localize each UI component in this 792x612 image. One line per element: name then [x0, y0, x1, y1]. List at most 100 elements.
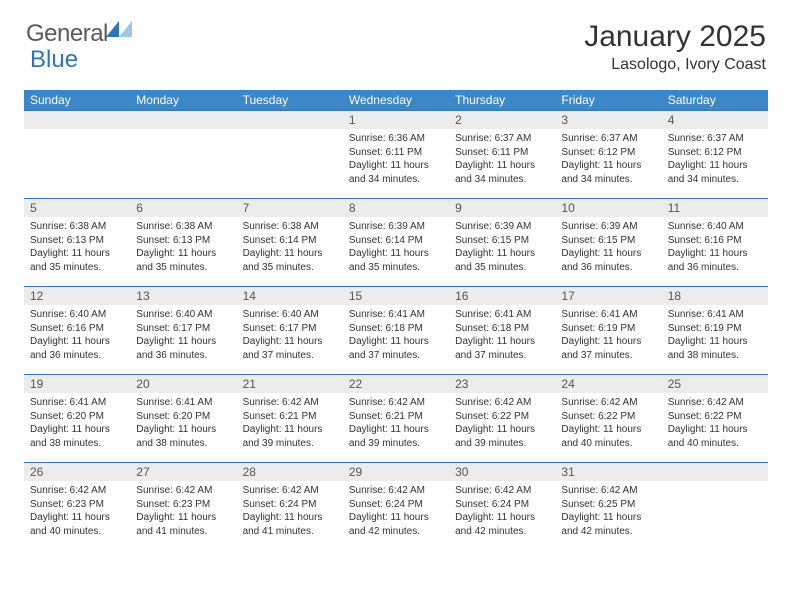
- weekday-header: Friday: [555, 90, 661, 111]
- header: General January 2025 Lasologo, Ivory Coa…: [0, 0, 792, 80]
- calendar-table: SundayMondayTuesdayWednesdayThursdayFrid…: [24, 90, 768, 551]
- calendar-body: 1Sunrise: 6:36 AMSunset: 6:11 PMDaylight…: [24, 111, 768, 551]
- calendar-week-row: 1Sunrise: 6:36 AMSunset: 6:11 PMDaylight…: [24, 111, 768, 199]
- day-number: 4: [662, 111, 768, 129]
- day-details: Sunrise: 6:39 AMSunset: 6:14 PMDaylight:…: [343, 217, 449, 278]
- calendar-cell: 29Sunrise: 6:42 AMSunset: 6:24 PMDayligh…: [343, 463, 449, 551]
- day-number: 3: [555, 111, 661, 129]
- day-details: Sunrise: 6:39 AMSunset: 6:15 PMDaylight:…: [449, 217, 555, 278]
- day-number: 17: [555, 287, 661, 305]
- day-number: 9: [449, 199, 555, 217]
- calendar-cell: [237, 111, 343, 199]
- calendar-cell: 30Sunrise: 6:42 AMSunset: 6:24 PMDayligh…: [449, 463, 555, 551]
- weekday-header: Monday: [130, 90, 236, 111]
- day-number: 6: [130, 199, 236, 217]
- calendar-cell: 12Sunrise: 6:40 AMSunset: 6:16 PMDayligh…: [24, 287, 130, 375]
- weekday-header: Sunday: [24, 90, 130, 111]
- calendar-week-row: 5Sunrise: 6:38 AMSunset: 6:13 PMDaylight…: [24, 199, 768, 287]
- calendar-cell: 3Sunrise: 6:37 AMSunset: 6:12 PMDaylight…: [555, 111, 661, 199]
- calendar-cell: 9Sunrise: 6:39 AMSunset: 6:15 PMDaylight…: [449, 199, 555, 287]
- day-number-empty: [24, 111, 130, 129]
- day-details: Sunrise: 6:37 AMSunset: 6:12 PMDaylight:…: [555, 129, 661, 190]
- calendar-cell: [662, 463, 768, 551]
- calendar-cell: 8Sunrise: 6:39 AMSunset: 6:14 PMDaylight…: [343, 199, 449, 287]
- day-details: Sunrise: 6:41 AMSunset: 6:19 PMDaylight:…: [662, 305, 768, 366]
- calendar-cell: 20Sunrise: 6:41 AMSunset: 6:20 PMDayligh…: [130, 375, 236, 463]
- calendar-cell: 31Sunrise: 6:42 AMSunset: 6:25 PMDayligh…: [555, 463, 661, 551]
- day-number: 15: [343, 287, 449, 305]
- day-details: Sunrise: 6:41 AMSunset: 6:20 PMDaylight:…: [130, 393, 236, 454]
- day-details: Sunrise: 6:42 AMSunset: 6:23 PMDaylight:…: [130, 481, 236, 542]
- calendar-cell: 28Sunrise: 6:42 AMSunset: 6:24 PMDayligh…: [237, 463, 343, 551]
- calendar-cell: 21Sunrise: 6:42 AMSunset: 6:21 PMDayligh…: [237, 375, 343, 463]
- brand-triangle-icon: [106, 19, 132, 44]
- day-details: Sunrise: 6:42 AMSunset: 6:24 PMDaylight:…: [343, 481, 449, 542]
- day-details: Sunrise: 6:38 AMSunset: 6:14 PMDaylight:…: [237, 217, 343, 278]
- calendar-cell: 15Sunrise: 6:41 AMSunset: 6:18 PMDayligh…: [343, 287, 449, 375]
- calendar-cell: 13Sunrise: 6:40 AMSunset: 6:17 PMDayligh…: [130, 287, 236, 375]
- brand-text-blue: Blue: [30, 46, 78, 74]
- day-number: 8: [343, 199, 449, 217]
- calendar-cell: 24Sunrise: 6:42 AMSunset: 6:22 PMDayligh…: [555, 375, 661, 463]
- day-number: 30: [449, 463, 555, 481]
- location-label: Lasologo, Ivory Coast: [584, 56, 766, 74]
- day-number-empty: [237, 111, 343, 129]
- day-details: Sunrise: 6:42 AMSunset: 6:23 PMDaylight:…: [24, 481, 130, 542]
- day-details: Sunrise: 6:39 AMSunset: 6:15 PMDaylight:…: [555, 217, 661, 278]
- day-number-empty: [130, 111, 236, 129]
- calendar-cell: 14Sunrise: 6:40 AMSunset: 6:17 PMDayligh…: [237, 287, 343, 375]
- day-number: 22: [343, 375, 449, 393]
- day-number: 14: [237, 287, 343, 305]
- calendar-cell: 25Sunrise: 6:42 AMSunset: 6:22 PMDayligh…: [662, 375, 768, 463]
- day-number: 27: [130, 463, 236, 481]
- day-details: Sunrise: 6:40 AMSunset: 6:16 PMDaylight:…: [662, 217, 768, 278]
- day-number: 16: [449, 287, 555, 305]
- day-details: Sunrise: 6:42 AMSunset: 6:21 PMDaylight:…: [343, 393, 449, 454]
- page-title: January 2025: [584, 20, 766, 54]
- calendar-cell: 11Sunrise: 6:40 AMSunset: 6:16 PMDayligh…: [662, 199, 768, 287]
- day-number: 7: [237, 199, 343, 217]
- day-number: 20: [130, 375, 236, 393]
- day-number: 18: [662, 287, 768, 305]
- weekday-header: Saturday: [662, 90, 768, 111]
- calendar-cell: 2Sunrise: 6:37 AMSunset: 6:11 PMDaylight…: [449, 111, 555, 199]
- day-details: Sunrise: 6:42 AMSunset: 6:25 PMDaylight:…: [555, 481, 661, 542]
- day-details: Sunrise: 6:38 AMSunset: 6:13 PMDaylight:…: [130, 217, 236, 278]
- day-number: 10: [555, 199, 661, 217]
- day-details: Sunrise: 6:41 AMSunset: 6:18 PMDaylight:…: [449, 305, 555, 366]
- calendar-cell: 17Sunrise: 6:41 AMSunset: 6:19 PMDayligh…: [555, 287, 661, 375]
- calendar-cell: [24, 111, 130, 199]
- calendar-cell: 7Sunrise: 6:38 AMSunset: 6:14 PMDaylight…: [237, 199, 343, 287]
- day-number: 25: [662, 375, 768, 393]
- calendar-cell: 5Sunrise: 6:38 AMSunset: 6:13 PMDaylight…: [24, 199, 130, 287]
- day-number-empty: [662, 463, 768, 481]
- day-details: Sunrise: 6:42 AMSunset: 6:24 PMDaylight:…: [237, 481, 343, 542]
- day-details: Sunrise: 6:41 AMSunset: 6:19 PMDaylight:…: [555, 305, 661, 366]
- day-number: 5: [24, 199, 130, 217]
- day-number: 12: [24, 287, 130, 305]
- calendar-cell: 6Sunrise: 6:38 AMSunset: 6:13 PMDaylight…: [130, 199, 236, 287]
- day-details: Sunrise: 6:41 AMSunset: 6:20 PMDaylight:…: [24, 393, 130, 454]
- calendar-week-row: 26Sunrise: 6:42 AMSunset: 6:23 PMDayligh…: [24, 463, 768, 551]
- day-number: 19: [24, 375, 130, 393]
- calendar-cell: 16Sunrise: 6:41 AMSunset: 6:18 PMDayligh…: [449, 287, 555, 375]
- day-details: Sunrise: 6:42 AMSunset: 6:21 PMDaylight:…: [237, 393, 343, 454]
- day-details: Sunrise: 6:40 AMSunset: 6:17 PMDaylight:…: [237, 305, 343, 366]
- day-details: Sunrise: 6:42 AMSunset: 6:24 PMDaylight:…: [449, 481, 555, 542]
- day-number: 24: [555, 375, 661, 393]
- day-details: Sunrise: 6:40 AMSunset: 6:17 PMDaylight:…: [130, 305, 236, 366]
- day-details: Sunrise: 6:42 AMSunset: 6:22 PMDaylight:…: [662, 393, 768, 454]
- title-block: January 2025 Lasologo, Ivory Coast: [584, 20, 766, 74]
- calendar-week-row: 12Sunrise: 6:40 AMSunset: 6:16 PMDayligh…: [24, 287, 768, 375]
- calendar-cell: 10Sunrise: 6:39 AMSunset: 6:15 PMDayligh…: [555, 199, 661, 287]
- day-number: 1: [343, 111, 449, 129]
- calendar-weekday-header: SundayMondayTuesdayWednesdayThursdayFrid…: [24, 90, 768, 111]
- calendar-cell: 4Sunrise: 6:37 AMSunset: 6:12 PMDaylight…: [662, 111, 768, 199]
- calendar-week-row: 19Sunrise: 6:41 AMSunset: 6:20 PMDayligh…: [24, 375, 768, 463]
- day-details: Sunrise: 6:36 AMSunset: 6:11 PMDaylight:…: [343, 129, 449, 190]
- day-number: 26: [24, 463, 130, 481]
- day-number: 11: [662, 199, 768, 217]
- weekday-header: Thursday: [449, 90, 555, 111]
- calendar-cell: 1Sunrise: 6:36 AMSunset: 6:11 PMDaylight…: [343, 111, 449, 199]
- day-details: Sunrise: 6:37 AMSunset: 6:11 PMDaylight:…: [449, 129, 555, 190]
